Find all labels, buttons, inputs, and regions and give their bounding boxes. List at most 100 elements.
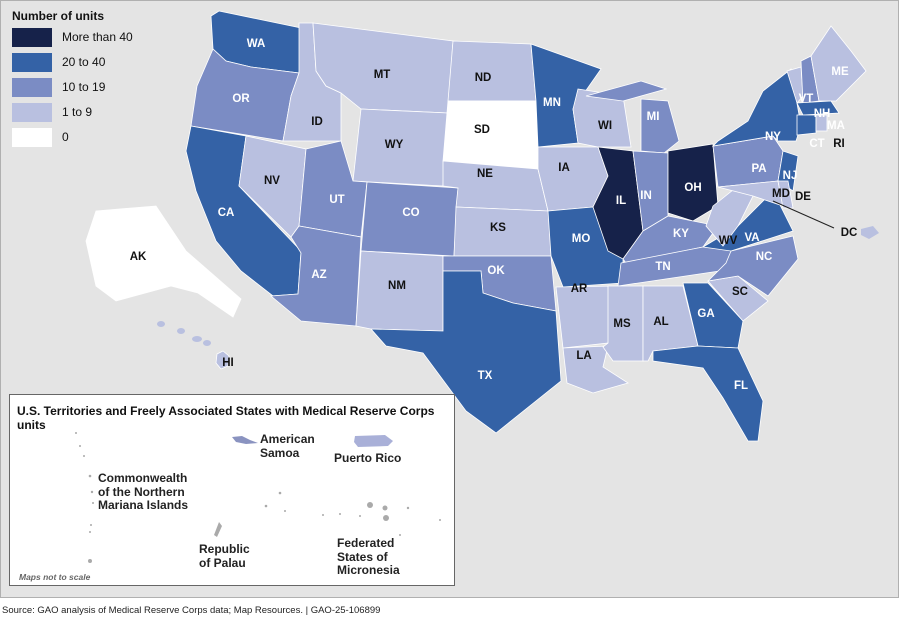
state-oh bbox=[667, 143, 719, 222]
state-label: NH bbox=[814, 108, 831, 120]
state-sd bbox=[442, 100, 539, 170]
legend-swatch bbox=[12, 102, 52, 122]
legend-swatch bbox=[12, 77, 52, 97]
state-mi-upper bbox=[585, 80, 668, 102]
state-nc bbox=[706, 235, 799, 297]
state-label: OK bbox=[487, 265, 505, 277]
legend-swatch bbox=[12, 127, 52, 147]
state-label: MI bbox=[647, 111, 660, 123]
state-label: IN bbox=[640, 190, 652, 202]
scale-note: Maps not to scale bbox=[19, 572, 91, 582]
legend-item: 0 bbox=[12, 127, 143, 147]
legend-label: 0 bbox=[62, 130, 69, 144]
state-label: HI bbox=[222, 357, 234, 369]
state-ct bbox=[796, 114, 817, 136]
dc-leader-line bbox=[772, 200, 835, 229]
mariana-islands bbox=[75, 432, 94, 563]
hawaii-island bbox=[192, 336, 202, 342]
state-label: WA bbox=[247, 38, 266, 50]
state-label: OR bbox=[232, 93, 250, 105]
state-label: LA bbox=[576, 350, 591, 362]
state-label: VT bbox=[799, 93, 814, 105]
state-label: NJ bbox=[783, 170, 798, 182]
state-ri bbox=[815, 114, 828, 132]
legend-label: 20 to 40 bbox=[62, 55, 106, 69]
legend-title: Number of units bbox=[12, 9, 104, 23]
state-az bbox=[269, 225, 362, 327]
state-label: MS bbox=[613, 318, 631, 330]
state-label: MA bbox=[827, 120, 845, 132]
state-label: PA bbox=[751, 163, 766, 175]
state-label: SC bbox=[732, 286, 748, 298]
territories-title: U.S. Territories and Freely Associated S… bbox=[17, 404, 435, 432]
state-de bbox=[777, 180, 794, 209]
state-hi bbox=[215, 350, 230, 370]
territories-shapes bbox=[75, 432, 441, 563]
state-label: MD bbox=[772, 188, 790, 200]
state-me bbox=[810, 25, 867, 102]
state-nd bbox=[447, 40, 537, 102]
state-label: WY bbox=[385, 139, 404, 151]
state-label: NE bbox=[477, 168, 493, 180]
legend-item: More than 40 bbox=[12, 27, 143, 47]
state-label: AZ bbox=[311, 269, 326, 281]
state-label: AR bbox=[571, 283, 588, 295]
state-ny bbox=[711, 68, 802, 147]
legend-item: 20 to 40 bbox=[12, 52, 143, 72]
state-label: OH bbox=[684, 182, 701, 194]
state-mi bbox=[640, 98, 680, 154]
state-label: FL bbox=[734, 380, 748, 392]
american-samoa-label: American Samoa bbox=[260, 432, 315, 460]
state-label: IL bbox=[616, 195, 626, 207]
state-label: CA bbox=[218, 207, 235, 219]
state-label: WI bbox=[598, 120, 612, 132]
cnmi-label: Commonwealth of the Northern Mariana Isl… bbox=[98, 471, 189, 512]
state-label: CO bbox=[402, 207, 419, 219]
micronesia-islands bbox=[264, 491, 441, 536]
legend-label: 1 to 9 bbox=[62, 105, 93, 119]
state-label: MO bbox=[572, 233, 591, 245]
legend-swatch bbox=[12, 27, 52, 47]
state-dc-inset bbox=[861, 226, 879, 239]
palau-shape bbox=[214, 522, 222, 537]
state-fl bbox=[652, 345, 764, 442]
state-label: DC bbox=[841, 227, 858, 239]
legend: Number of units More than 40 20 to 40 10 t… bbox=[3, 3, 143, 152]
puerto-rico-shape bbox=[354, 435, 393, 447]
state-label: KY bbox=[673, 228, 689, 240]
legend-label: More than 40 bbox=[62, 30, 133, 44]
map-panel: WA OR CA NV ID MT WY UT CO AZ NM ND SD NE KS OK TX MN IA MO… bbox=[0, 0, 899, 598]
state-label: ND bbox=[475, 72, 492, 84]
state-label: GA bbox=[697, 308, 714, 320]
legend-item: 1 to 9 bbox=[12, 102, 143, 122]
state-label: AK bbox=[130, 251, 147, 263]
state-label: NC bbox=[756, 251, 773, 263]
state-label: NY bbox=[765, 131, 781, 143]
american-samoa-shape bbox=[232, 436, 258, 444]
state-label: TX bbox=[478, 370, 493, 382]
state-label: AL bbox=[653, 316, 668, 328]
state-ak bbox=[85, 205, 242, 318]
state-label: UT bbox=[329, 194, 344, 206]
state-label: RI bbox=[833, 138, 845, 150]
state-ga bbox=[682, 282, 744, 349]
state-tx bbox=[370, 270, 562, 434]
state-label: DE bbox=[795, 191, 811, 203]
hawaii-island bbox=[177, 328, 185, 334]
territories-inset: U.S. Territories and Freely Associated S… bbox=[9, 394, 455, 586]
legend-label: 10 to 19 bbox=[62, 80, 106, 94]
state-label: IA bbox=[558, 162, 570, 174]
state-label: ME bbox=[831, 66, 849, 78]
state-label: KS bbox=[490, 222, 506, 234]
us-choropleth-map: WA OR CA NV ID MT WY UT CO AZ NM ND SD NE KS OK TX MN IA MO… bbox=[85, 10, 879, 442]
state-label: MT bbox=[374, 69, 391, 81]
state-label: TN bbox=[655, 261, 670, 273]
state-label: ID bbox=[311, 116, 323, 128]
state-label: NV bbox=[264, 175, 280, 187]
state-label: SD bbox=[474, 124, 490, 136]
legend-swatch bbox=[12, 52, 52, 72]
micronesia-label: Federated States of Micronesia bbox=[337, 536, 400, 577]
state-label: VA bbox=[744, 232, 759, 244]
hawaii-island bbox=[203, 340, 211, 346]
hawaii-island bbox=[157, 321, 165, 327]
